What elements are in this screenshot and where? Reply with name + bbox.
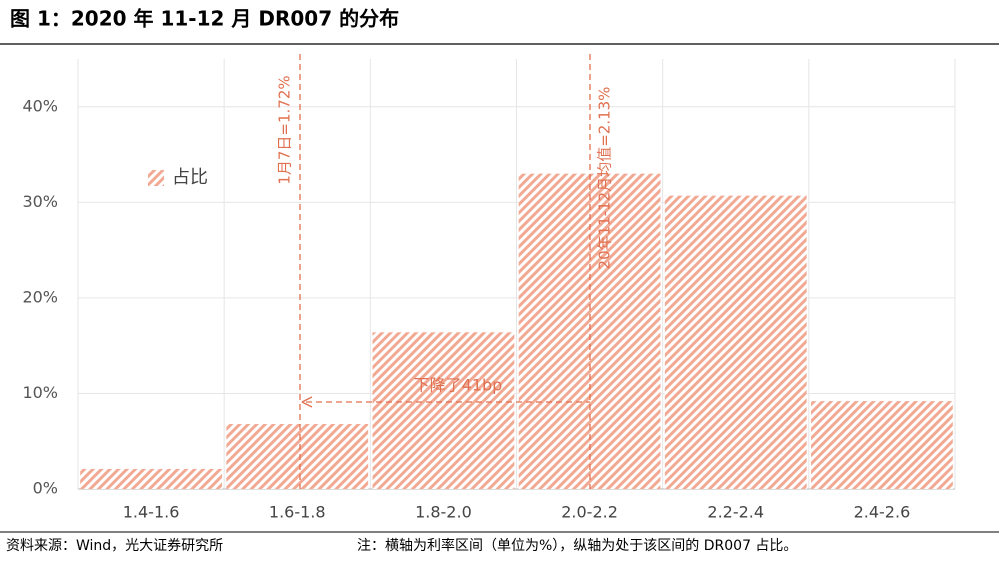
chart-title: 图 1：2020 年 11-12 月 DR007 的分布 <box>10 7 399 31</box>
annotation: 1月7日=1.72% <box>276 75 294 184</box>
x-tick-label: 1.4-1.6 <box>123 503 180 522</box>
y-tick-label: 0% <box>33 479 58 498</box>
bar <box>372 332 515 489</box>
y-tick-label: 40% <box>22 96 58 115</box>
x-tick-label: 1.8-2.0 <box>415 503 472 522</box>
x-tick-label: 2.0-2.2 <box>561 503 618 522</box>
x-tick-label: 2.4-2.6 <box>854 503 911 522</box>
x-tick-label: 1.6-1.8 <box>269 503 326 522</box>
bar <box>518 173 661 489</box>
y-tick-label: 20% <box>22 287 58 306</box>
legend-swatch <box>148 170 164 186</box>
note: 注：横轴为利率区间（单位为%），纵轴为处于该区间的 DR007 占比。 <box>357 537 797 554</box>
arrow-head <box>301 396 313 408</box>
bar <box>226 424 369 489</box>
bar <box>811 401 953 489</box>
bar <box>80 468 222 489</box>
legend-label: 占比 <box>172 167 208 188</box>
annotation: 下降了41bp <box>414 376 503 395</box>
y-tick-label: 30% <box>22 192 58 211</box>
source: 资料来源：Wind，光大证券研究所 <box>6 538 223 554</box>
bar <box>664 195 807 489</box>
y-tick-label: 10% <box>22 383 58 402</box>
annotation: 20年11-12月均值=2.13% <box>596 87 614 270</box>
x-tick-label: 2.2-2.4 <box>707 503 764 522</box>
